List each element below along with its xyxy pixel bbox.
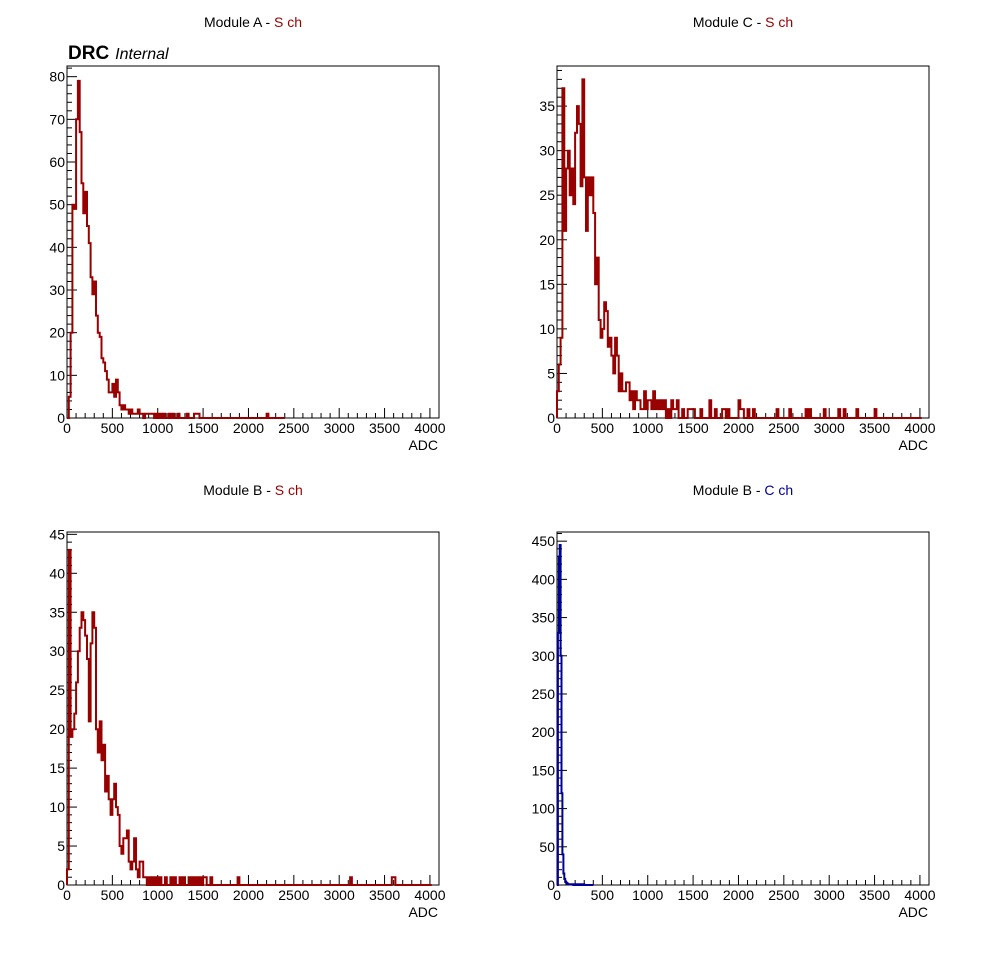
y-tick-label: 20	[539, 232, 555, 248]
x-tick-label: 2500	[278, 420, 309, 436]
axis-ticks: 0 500 1000 1500 2000 2500 3000 3500 4000 0 5 10 15 20…	[49, 526, 445, 903]
y-tick-label: 40	[49, 239, 65, 255]
y-tick-label: 10	[539, 321, 555, 337]
axis-ticks: 0 500 1000 1500 2000 2500 3000 3500 4000 0 10 20 30 4…	[49, 67, 446, 436]
panel-module-b-s: Module B - S ch 0 500 1000 1500 2000 2500 3000…	[49, 482, 445, 920]
axis-ticks: 0 500 1000 1500 2000 2500 3000 3500 4000 0 50 100 15…	[532, 533, 936, 903]
chart-title: Module B - C ch	[693, 482, 793, 498]
histogram-line	[556, 544, 594, 886]
x-tick-label: 1000	[632, 887, 663, 903]
histogram-line	[66, 548, 432, 886]
x-tick-label: 4000	[904, 420, 935, 436]
y-tick-label: 300	[532, 648, 556, 664]
y-tick-label: 25	[49, 682, 65, 698]
x-tick-label: 3000	[324, 887, 355, 903]
y-tick-label: 0	[547, 410, 555, 426]
y-tick-label: 30	[49, 643, 65, 659]
x-tick-label: 1000	[142, 420, 173, 436]
x-tick-label: 3500	[369, 887, 400, 903]
x-axis-label: ADC	[898, 437, 928, 453]
y-tick-label: 80	[49, 69, 65, 85]
x-tick-label: 1500	[678, 887, 709, 903]
panel-module-c-s: Module C - S ch 0 500 1000 1500 2000 2500 3000…	[539, 14, 935, 453]
y-tick-label: 10	[49, 367, 65, 383]
y-tick-label: 350	[532, 610, 556, 626]
x-tick-label: 2500	[278, 887, 309, 903]
x-tick-label: 1000	[632, 420, 663, 436]
x-tick-label: 1000	[142, 887, 173, 903]
x-tick-label: 4000	[414, 887, 445, 903]
y-tick-label: 50	[49, 197, 65, 213]
y-tick-label: 35	[539, 98, 555, 114]
y-tick-label: 0	[547, 877, 555, 893]
x-tick-label: 3000	[814, 887, 845, 903]
y-tick-label: 10	[49, 799, 65, 815]
y-tick-label: 30	[539, 143, 555, 159]
y-tick-label: 0	[57, 877, 65, 893]
x-tick-label: 2000	[233, 887, 264, 903]
y-tick-label: 35	[49, 604, 65, 620]
y-tick-label: 15	[49, 760, 65, 776]
x-tick-label: 0	[553, 887, 561, 903]
y-tick-label: 20	[49, 721, 65, 737]
chart-title: Module C - S ch	[693, 14, 793, 30]
panel-module-a-s: Module A - S ch DRC Internal 0 500 1000 1500…	[49, 14, 445, 453]
y-tick-label: 20	[49, 325, 65, 341]
x-tick-label: 1500	[188, 887, 219, 903]
x-tick-label: 3500	[369, 420, 400, 436]
y-tick-label: 150	[532, 762, 556, 778]
y-tick-label: 250	[532, 686, 556, 702]
y-tick-label: 450	[532, 533, 556, 549]
x-tick-label: 2000	[233, 420, 264, 436]
x-tick-label: 500	[101, 420, 125, 436]
y-tick-label: 25	[539, 187, 555, 203]
plot-frame	[556, 531, 930, 886]
x-tick-label: 1500	[678, 420, 709, 436]
x-tick-label: 2500	[768, 887, 799, 903]
x-tick-label: 500	[591, 887, 615, 903]
x-tick-label: 3000	[814, 420, 845, 436]
y-tick-label: 50	[539, 839, 555, 855]
x-tick-label: 0	[553, 420, 561, 436]
x-tick-label: 500	[591, 420, 615, 436]
y-tick-label: 30	[49, 282, 65, 298]
x-tick-label: 2500	[768, 420, 799, 436]
y-tick-label: 0	[57, 410, 65, 426]
x-tick-label: 1500	[188, 420, 219, 436]
x-axis-label: ADC	[408, 437, 438, 453]
x-tick-label: 2000	[723, 887, 754, 903]
x-tick-label: 4000	[414, 420, 445, 436]
x-axis-label: ADC	[408, 904, 438, 920]
panel-module-b-c: Module B - C ch 0 500 1000 1500 2000 2500 3000…	[532, 482, 936, 920]
x-tick-label: 4000	[904, 887, 935, 903]
y-tick-label: 15	[539, 276, 555, 292]
histogram-line	[67, 79, 285, 419]
y-tick-label: 200	[532, 724, 556, 740]
x-tick-label: 0	[63, 887, 71, 903]
x-tick-label: 0	[63, 420, 71, 436]
y-tick-label: 100	[532, 801, 556, 817]
y-tick-label: 45	[49, 526, 65, 542]
plot-frame	[66, 531, 440, 886]
y-tick-label: 5	[57, 838, 65, 854]
x-tick-label: 2000	[723, 420, 754, 436]
x-tick-label: 3000	[324, 420, 355, 436]
drc-label: DRC Internal	[68, 43, 169, 64]
chart-title: Module B - S ch	[203, 482, 303, 498]
histogram-line	[556, 78, 922, 419]
y-tick-label: 70	[49, 111, 65, 127]
chart-title: Module A - S ch	[204, 14, 302, 30]
plot-frame	[66, 65, 440, 419]
x-tick-label: 500	[101, 887, 125, 903]
y-tick-label: 400	[532, 571, 556, 587]
x-axis-label: ADC	[898, 904, 928, 920]
y-tick-label: 5	[547, 365, 555, 381]
y-tick-label: 40	[49, 565, 65, 581]
x-tick-label: 3500	[859, 420, 890, 436]
x-tick-label: 3500	[859, 887, 890, 903]
y-tick-label: 60	[49, 154, 65, 170]
axis-ticks: 0 500 1000 1500 2000 2500 3000 3500 4000 0 5 10 15 20…	[539, 69, 936, 436]
